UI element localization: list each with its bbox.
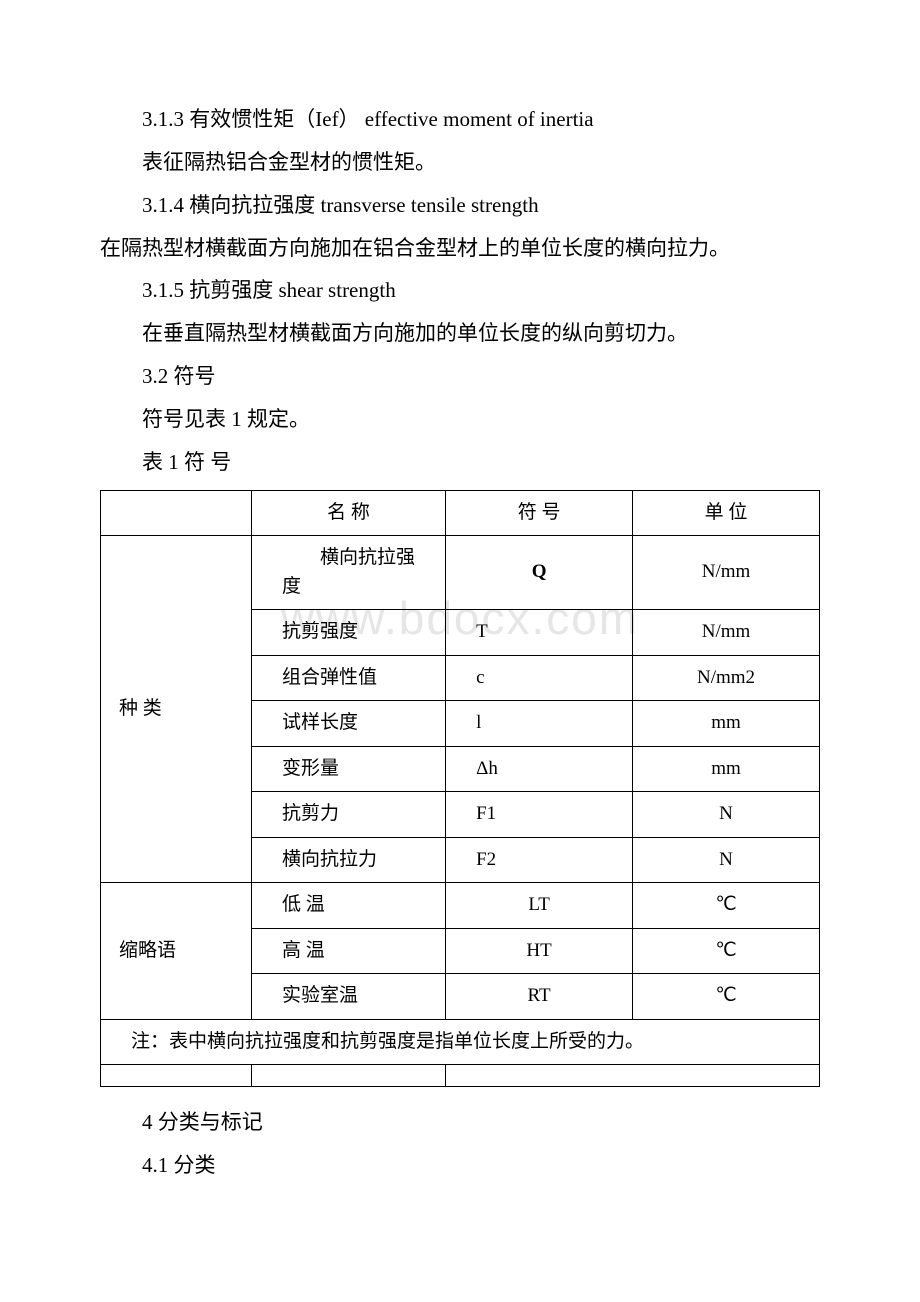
header-symbol: 符 号 <box>446 490 633 536</box>
section-4-title: 4 分类与标记 <box>100 1103 820 1142</box>
cell-name: 组合弹性值 <box>251 655 445 701</box>
cell-symbol: l <box>446 701 633 747</box>
cell-symbol: c <box>446 655 633 701</box>
cell-unit: mm <box>633 746 820 792</box>
section-3-2-title: 3.2 符号 <box>100 357 820 396</box>
cell-symbol: LT <box>446 883 633 929</box>
cell-name: 抗剪强度 <box>251 610 445 656</box>
cell-symbol: F1 <box>446 792 633 838</box>
cell-symbol: F2 <box>446 837 633 883</box>
group1-label: 种 类 <box>101 536 252 883</box>
header-unit: 单 位 <box>633 490 820 536</box>
cell-name: 变形量 <box>251 746 445 792</box>
cell-name: 低 温 <box>251 883 445 929</box>
table-header-row: 名 称 符 号 单 位 <box>101 490 820 536</box>
cell-unit: N/mm <box>633 536 820 610</box>
cell-symbol: T <box>446 610 633 656</box>
cell-name: 横向抗拉力 <box>251 837 445 883</box>
section-3-1-5-body: 在垂直隔热型材横截面方向施加的单位长度的纵向剪切力。 <box>100 314 820 353</box>
document-content: 3.1.3 有效惯性矩（Ief） effective moment of ine… <box>100 100 820 1185</box>
section-3-1-4-title: 3.1.4 横向抗拉强度 transverse tensile strength <box>100 186 820 225</box>
table-note: 注：表中横向抗拉强度和抗剪强度是指单位长度上所受的力。 <box>101 1019 820 1065</box>
cell-unit: N <box>633 792 820 838</box>
empty-cell <box>446 1065 820 1087</box>
cell-symbol: RT <box>446 974 633 1020</box>
symbols-table: 名 称 符 号 单 位 种 类 横向抗拉强度 Q N/mm 抗剪强度 T N/m… <box>100 490 820 1088</box>
cell-name: 实验室温 <box>251 974 445 1020</box>
cell-symbol: Δh <box>446 746 633 792</box>
group2-label: 缩略语 <box>101 883 252 1020</box>
section-3-2-body: 符号见表 1 规定。 <box>100 400 820 439</box>
cell-unit: ℃ <box>633 928 820 974</box>
table-1-caption: 表 1 符 号 <box>100 443 820 482</box>
cell-symbol: Q <box>446 536 633 610</box>
table-row: 缩略语 低 温 LT ℃ <box>101 883 820 929</box>
cell-unit: N/mm2 <box>633 655 820 701</box>
cell-unit: mm <box>633 701 820 747</box>
cell-unit: ℃ <box>633 883 820 929</box>
section-3-1-3-body: 表征隔热铝合金型材的惯性矩。 <box>100 143 820 182</box>
cell-name: 试样长度 <box>251 701 445 747</box>
cell-unit: N <box>633 837 820 883</box>
table-row: 种 类 横向抗拉强度 Q N/mm <box>101 536 820 610</box>
empty-cell <box>101 1065 252 1087</box>
cell-symbol: HT <box>446 928 633 974</box>
empty-cell <box>251 1065 445 1087</box>
cell-name: 高 温 <box>251 928 445 974</box>
section-4-1-title: 4.1 分类 <box>100 1146 820 1185</box>
section-3-1-4-body: 在隔热型材横截面方向施加在铝合金型材上的单位长度的横向拉力。 <box>100 229 820 268</box>
cell-name: 横向抗拉强度 <box>251 536 445 610</box>
section-3-1-3-title: 3.1.3 有效惯性矩（Ief） effective moment of ine… <box>100 100 820 139</box>
header-blank <box>101 490 252 536</box>
header-name: 名 称 <box>251 490 445 536</box>
cell-unit: ℃ <box>633 974 820 1020</box>
table-note-row: 注：表中横向抗拉强度和抗剪强度是指单位长度上所受的力。 <box>101 1019 820 1065</box>
section-3-1-5-title: 3.1.5 抗剪强度 shear strength <box>100 271 820 310</box>
cell-name: 抗剪力 <box>251 792 445 838</box>
cell-unit: N/mm <box>633 610 820 656</box>
table-empty-row <box>101 1065 820 1087</box>
